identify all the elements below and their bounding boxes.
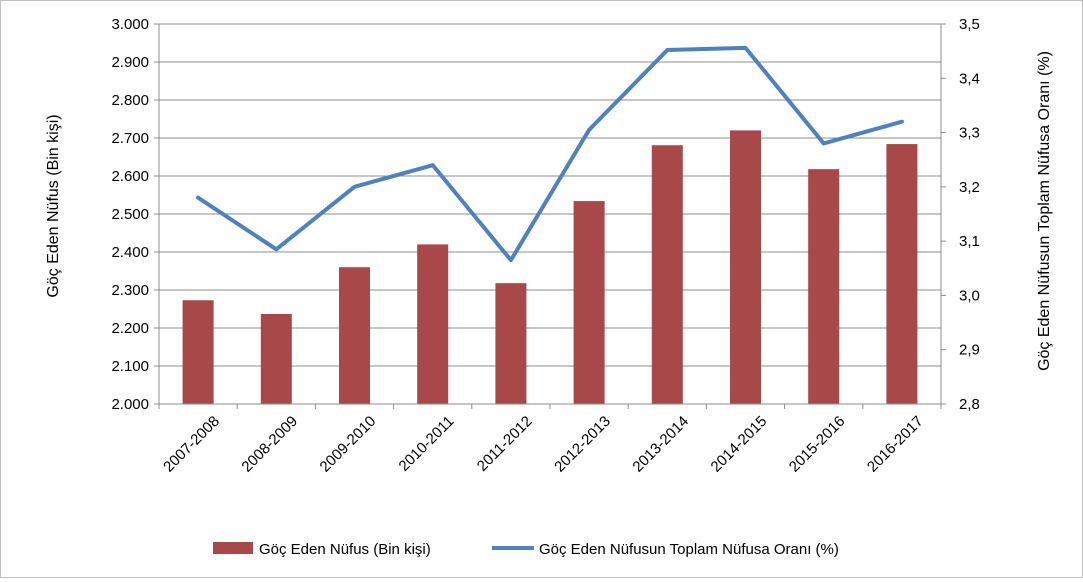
x-tick-label: 2009-2010 bbox=[317, 413, 380, 476]
x-tick-label: 2014-2015 bbox=[708, 413, 771, 476]
right-axis-ticks: 2,8 2,9 3,0 3,1 3,2 3,3 3,4 3,5 bbox=[941, 16, 980, 413]
series-line bbox=[196, 45, 904, 263]
line-series bbox=[196, 45, 904, 263]
x-tick-label: 2010-2011 bbox=[396, 413, 458, 475]
right-axis-title: Göç Eden Nüfusun Toplam Nüfusa Oranı (%) bbox=[1036, 51, 1053, 371]
left-tick-label: 2.200 bbox=[111, 320, 149, 337]
bar bbox=[495, 283, 527, 404]
right-tick-label: 3,3 bbox=[959, 125, 980, 142]
bar bbox=[260, 313, 292, 404]
bar bbox=[730, 130, 761, 404]
legend-label-line: Göç Eden Nüfusun Toplam Nüfusa Oranı (%) bbox=[539, 541, 839, 558]
right-tick-label: 3,5 bbox=[959, 16, 980, 33]
bar bbox=[417, 244, 449, 404]
left-tick-label: 2.600 bbox=[111, 168, 149, 185]
left-axis-ticks: 2.000 2.100 2.200 2.300 2.400 2.500 2.600 2.700… bbox=[111, 16, 159, 413]
bar bbox=[182, 300, 214, 404]
right-tick-label: 2,8 bbox=[959, 396, 980, 413]
x-tick-label: 2013-2014 bbox=[629, 413, 692, 476]
legend-label-bar: Göç Eden Nüfus (Bin kişi) bbox=[259, 541, 431, 558]
left-tick-label: 2.400 bbox=[111, 244, 149, 261]
left-tick-label: 2.300 bbox=[111, 282, 149, 299]
x-tick-label: 2016-2017 bbox=[864, 413, 927, 476]
legend-swatch-bar bbox=[213, 542, 253, 554]
right-tick-label: 3,2 bbox=[959, 179, 980, 196]
bar bbox=[339, 267, 370, 404]
left-tick-label: 2.700 bbox=[111, 130, 149, 147]
left-tick-label: 2.500 bbox=[111, 206, 149, 223]
x-tick-label: 2012-2013 bbox=[551, 413, 614, 476]
x-tick-label: 2008-2009 bbox=[238, 413, 301, 476]
bar bbox=[886, 144, 918, 404]
legend: Göç Eden Nüfus (Bin kişi) Göç Eden Nüfus… bbox=[213, 541, 839, 558]
left-axis-title: Göç Eden Nüfus (Bin kişi) bbox=[45, 114, 62, 297]
left-tick-label: 2.800 bbox=[111, 92, 149, 109]
right-tick-label: 3,1 bbox=[959, 233, 980, 250]
left-tick-label: 2.100 bbox=[111, 358, 149, 375]
bar bbox=[808, 169, 840, 404]
x-tick-label: 2011-2012 bbox=[474, 413, 536, 475]
x-tick-label: 2015-2016 bbox=[786, 413, 849, 476]
bar bbox=[573, 201, 605, 404]
right-tick-label: 3,4 bbox=[959, 70, 980, 87]
bar bbox=[651, 145, 683, 404]
x-tick-label: 2007-2008 bbox=[160, 413, 223, 476]
x-axis-ticks: 2007-2008 2008-2009 2009-2010 2010-2011 2011… bbox=[158, 404, 942, 476]
bar-series bbox=[182, 130, 918, 404]
right-tick-label: 2,9 bbox=[959, 342, 980, 359]
left-tick-label: 2.900 bbox=[111, 54, 149, 71]
left-tick-label: 2.000 bbox=[111, 396, 149, 413]
left-tick-label: 3.000 bbox=[111, 16, 149, 33]
right-tick-label: 3,0 bbox=[959, 287, 980, 304]
